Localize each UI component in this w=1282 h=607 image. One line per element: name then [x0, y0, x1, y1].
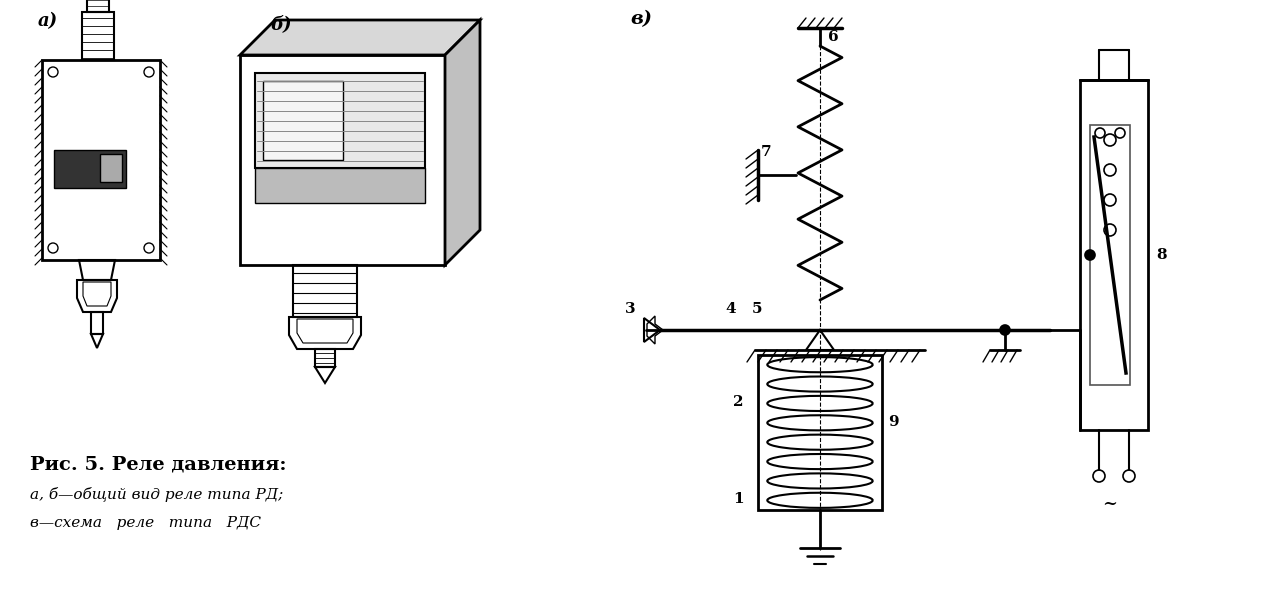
Bar — [294, 265, 356, 317]
Text: а): а) — [38, 12, 58, 30]
Text: 1: 1 — [733, 492, 744, 506]
Bar — [263, 81, 344, 160]
Text: 3: 3 — [626, 302, 636, 316]
Text: 8: 8 — [1156, 248, 1167, 262]
Bar — [54, 150, 126, 188]
Text: ~: ~ — [1103, 495, 1118, 513]
Bar — [1079, 80, 1147, 430]
Text: 9: 9 — [888, 415, 899, 429]
Circle shape — [1085, 250, 1095, 260]
Bar — [100, 154, 122, 182]
Bar — [91, 312, 103, 334]
Text: в): в) — [629, 10, 653, 28]
Bar — [87, 0, 109, 12]
Text: а, б—общий вид реле типа РД;: а, б—общий вид реле типа РД; — [29, 487, 283, 502]
Bar — [82, 12, 114, 60]
Bar — [1090, 125, 1129, 385]
Polygon shape — [240, 20, 479, 55]
Text: б): б) — [271, 15, 291, 33]
Text: 7: 7 — [762, 145, 772, 159]
Circle shape — [1000, 325, 1010, 335]
Text: 4: 4 — [726, 302, 736, 316]
Bar — [240, 55, 445, 265]
Text: в—схема   реле   типа   РДС: в—схема реле типа РДС — [29, 516, 262, 530]
Polygon shape — [445, 20, 479, 265]
Bar — [255, 168, 426, 203]
Text: 5: 5 — [753, 302, 763, 316]
Bar — [42, 60, 160, 260]
Bar — [758, 355, 882, 510]
Text: 6: 6 — [828, 30, 838, 44]
Bar — [255, 73, 426, 168]
Text: Рис. 5. Реле давления:: Рис. 5. Реле давления: — [29, 455, 286, 473]
Text: 2: 2 — [733, 395, 744, 409]
Bar — [315, 349, 335, 367]
